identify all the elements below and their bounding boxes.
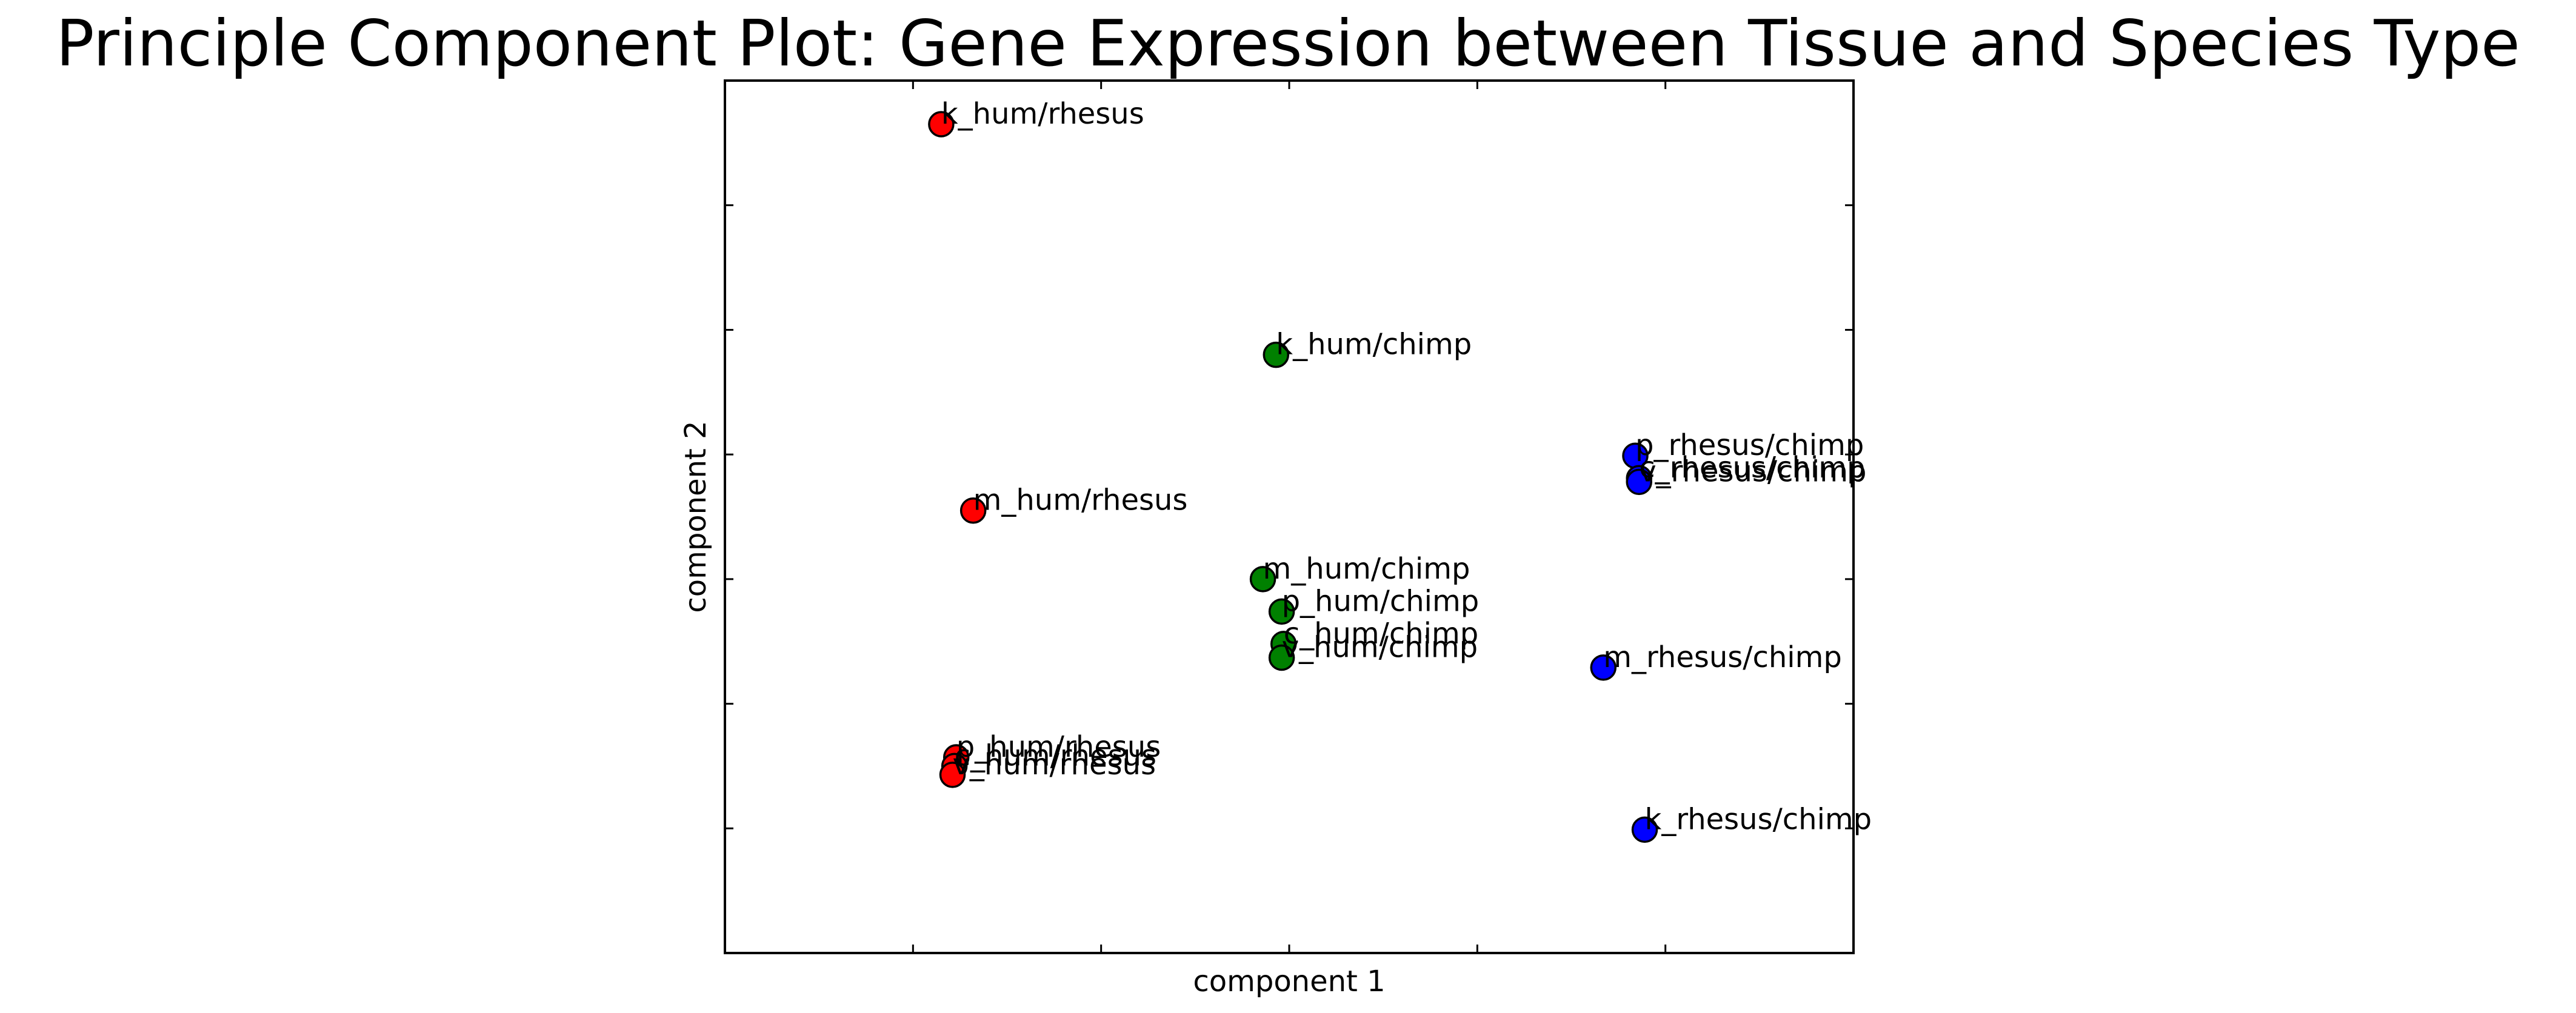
y-axis-label: component 2 [679, 420, 713, 613]
point-label-v-rhesus-chimp: v_rhesus/chimp [1639, 454, 1866, 488]
data-point-k-hum-rhesus [928, 111, 955, 138]
data-point-k-hum-chimp [1263, 341, 1290, 368]
point-label-m-hum-chimp: m_hum/chimp [1263, 552, 1470, 586]
point-label-p-rhesus-chimp: p_rhesus/chimp [1635, 428, 1864, 462]
point-label-k-hum-chimp: k_hum/chimp [1276, 328, 1472, 362]
point-label-k-rhesus-chimp: k_rhesus/chimp [1645, 802, 1872, 836]
point-label-p-hum-rhesus: p_hum/rhesus [956, 730, 1161, 764]
data-point-m-rhesus-chimp [1590, 654, 1617, 681]
data-point-m-hum-rhesus [959, 497, 987, 524]
point-label-k-hum-rhesus: k_hum/rhesus [941, 97, 1144, 131]
chart-title: Principle Component Plot: Gene Expressio… [56, 7, 2520, 81]
x-axis-label: component 1 [1193, 965, 1385, 998]
data-point-p-hum-chimp [1268, 598, 1295, 625]
point-label-c-hum-rhesus: c_hum/rhesus [955, 739, 1156, 772]
data-point-v-hum-chimp [1268, 644, 1295, 671]
point-label-m-hum-rhesus: m_hum/rhesus [973, 483, 1188, 517]
data-point-k-rhesus-chimp [1631, 816, 1658, 843]
data-points [928, 111, 1658, 843]
data-point-v-hum-rhesus [939, 762, 966, 788]
data-point-v-rhesus-chimp [1626, 468, 1652, 496]
point-label-c-rhesus-chimp: c_rhesus/chimp [1639, 451, 1865, 485]
data-point-m-hum-chimp [1249, 566, 1276, 593]
point-label-p-hum-chimp: p_hum/chimp [1282, 584, 1480, 618]
point-label-v-hum-chimp: v_hum/chimp [1282, 630, 1478, 664]
point-label-c-hum-chimp: c_hum/chimp [1284, 617, 1479, 651]
axis-ticks [725, 81, 1854, 953]
point-label-v-hum-rhesus: v_hum/rhesus [953, 748, 1156, 782]
point-label-m-rhesus-chimp: m_rhesus/chimp [1603, 640, 1842, 674]
point-labels: k_hum/rhesusm_hum/rhesusp_hum/rhesusc_hu… [941, 97, 1872, 836]
